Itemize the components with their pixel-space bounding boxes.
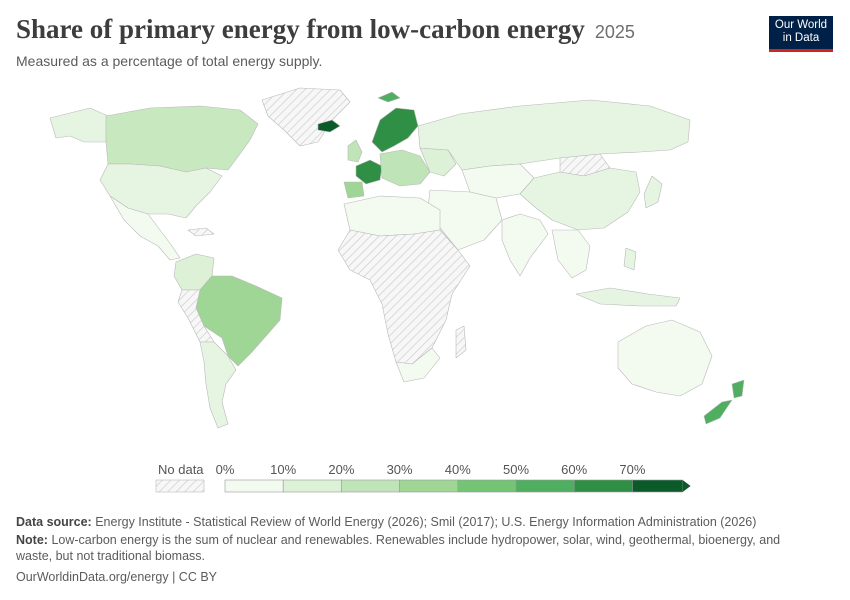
legend-swatch-4[interactable] [457,479,517,493]
legend-no-data-label: No data [158,462,204,477]
region-philippines[interactable] [623,247,637,271]
region-france[interactable] [355,159,383,185]
legend-swatch-1[interactable] [282,479,342,493]
logo-line-1: Our World [774,19,828,31]
region-uk[interactable] [347,139,363,163]
year-label: 2025 [594,22,635,42]
legend-tick-label: 50% [503,462,529,477]
source-label: Data source: [16,515,92,529]
legend-tick-label: 10% [270,462,296,477]
legend-tick-label: 60% [561,462,587,477]
legend-swatch-3[interactable] [399,479,459,493]
legend-tick-label: 30% [387,462,413,477]
region-central-europe[interactable] [379,149,431,187]
region-canada[interactable] [105,105,259,173]
note-label: Note: [16,533,48,547]
legend-swatch-2[interactable] [341,479,400,493]
legend-no-data-swatch[interactable] [155,479,205,493]
owid-logo[interactable]: Our World in Data [769,16,833,52]
color-legend: No data 0% 10% 20% 30% 40% 50% 60% 70% [155,462,691,493]
world-map[interactable] [0,80,850,450]
legend-tick-label: 70% [619,462,645,477]
region-japan[interactable] [643,175,663,209]
legend-tick-label: 0% [216,462,235,477]
legend-swatch-0[interactable] [224,479,284,493]
region-china[interactable] [519,167,641,231]
chart-subtitle: Measured as a percentage of total energy… [16,53,323,69]
region-mexico[interactable] [109,195,181,261]
region-southeast-asia[interactable] [551,229,591,279]
region-brazil[interactable] [195,275,283,367]
footer-credit[interactable]: OurWorldinData.org/energy | CC BY [16,570,218,584]
region-indonesia[interactable] [575,287,681,307]
footer-note: Note: Low-carbon energy is the sum of nu… [16,532,816,564]
title-text: Share of primary energy from low-carbon … [16,14,585,44]
region-australia[interactable] [617,319,713,397]
legend-swatch-5[interactable] [515,479,575,493]
region-russia[interactable] [417,99,691,171]
chart-title: Share of primary energy from low-carbon … [16,14,635,45]
legend-tick-label: 20% [328,462,354,477]
region-sub-saharan-africa[interactable] [337,229,471,365]
legend-tick-label: 40% [445,462,471,477]
region-southern-cone[interactable] [199,341,237,429]
region-north-africa[interactable] [343,195,441,237]
legend-swatch-6[interactable] [573,479,633,493]
region-scandinavia-north[interactable] [377,91,401,103]
legend-swatch-7[interactable] [632,479,683,493]
logo-line-2: in Data [782,32,820,44]
note-text: Low-carbon energy is the sum of nuclear … [16,533,781,563]
source-text: Energy Institute - Statistical Review of… [95,515,757,529]
legend-arrow [682,480,691,492]
region-madagascar[interactable] [455,325,467,359]
region-caribbean[interactable] [187,227,215,237]
region-southern-africa[interactable] [395,347,441,383]
region-iberia[interactable] [343,181,365,199]
region-scandinavia[interactable] [371,107,419,153]
region-greenland[interactable] [261,87,351,147]
footer-source: Data source: Energy Institute - Statisti… [16,514,816,530]
region-iceland[interactable] [317,119,341,133]
region-india[interactable] [501,213,549,277]
region-new-zealand[interactable] [703,379,745,425]
region-alaska[interactable] [49,107,109,143]
